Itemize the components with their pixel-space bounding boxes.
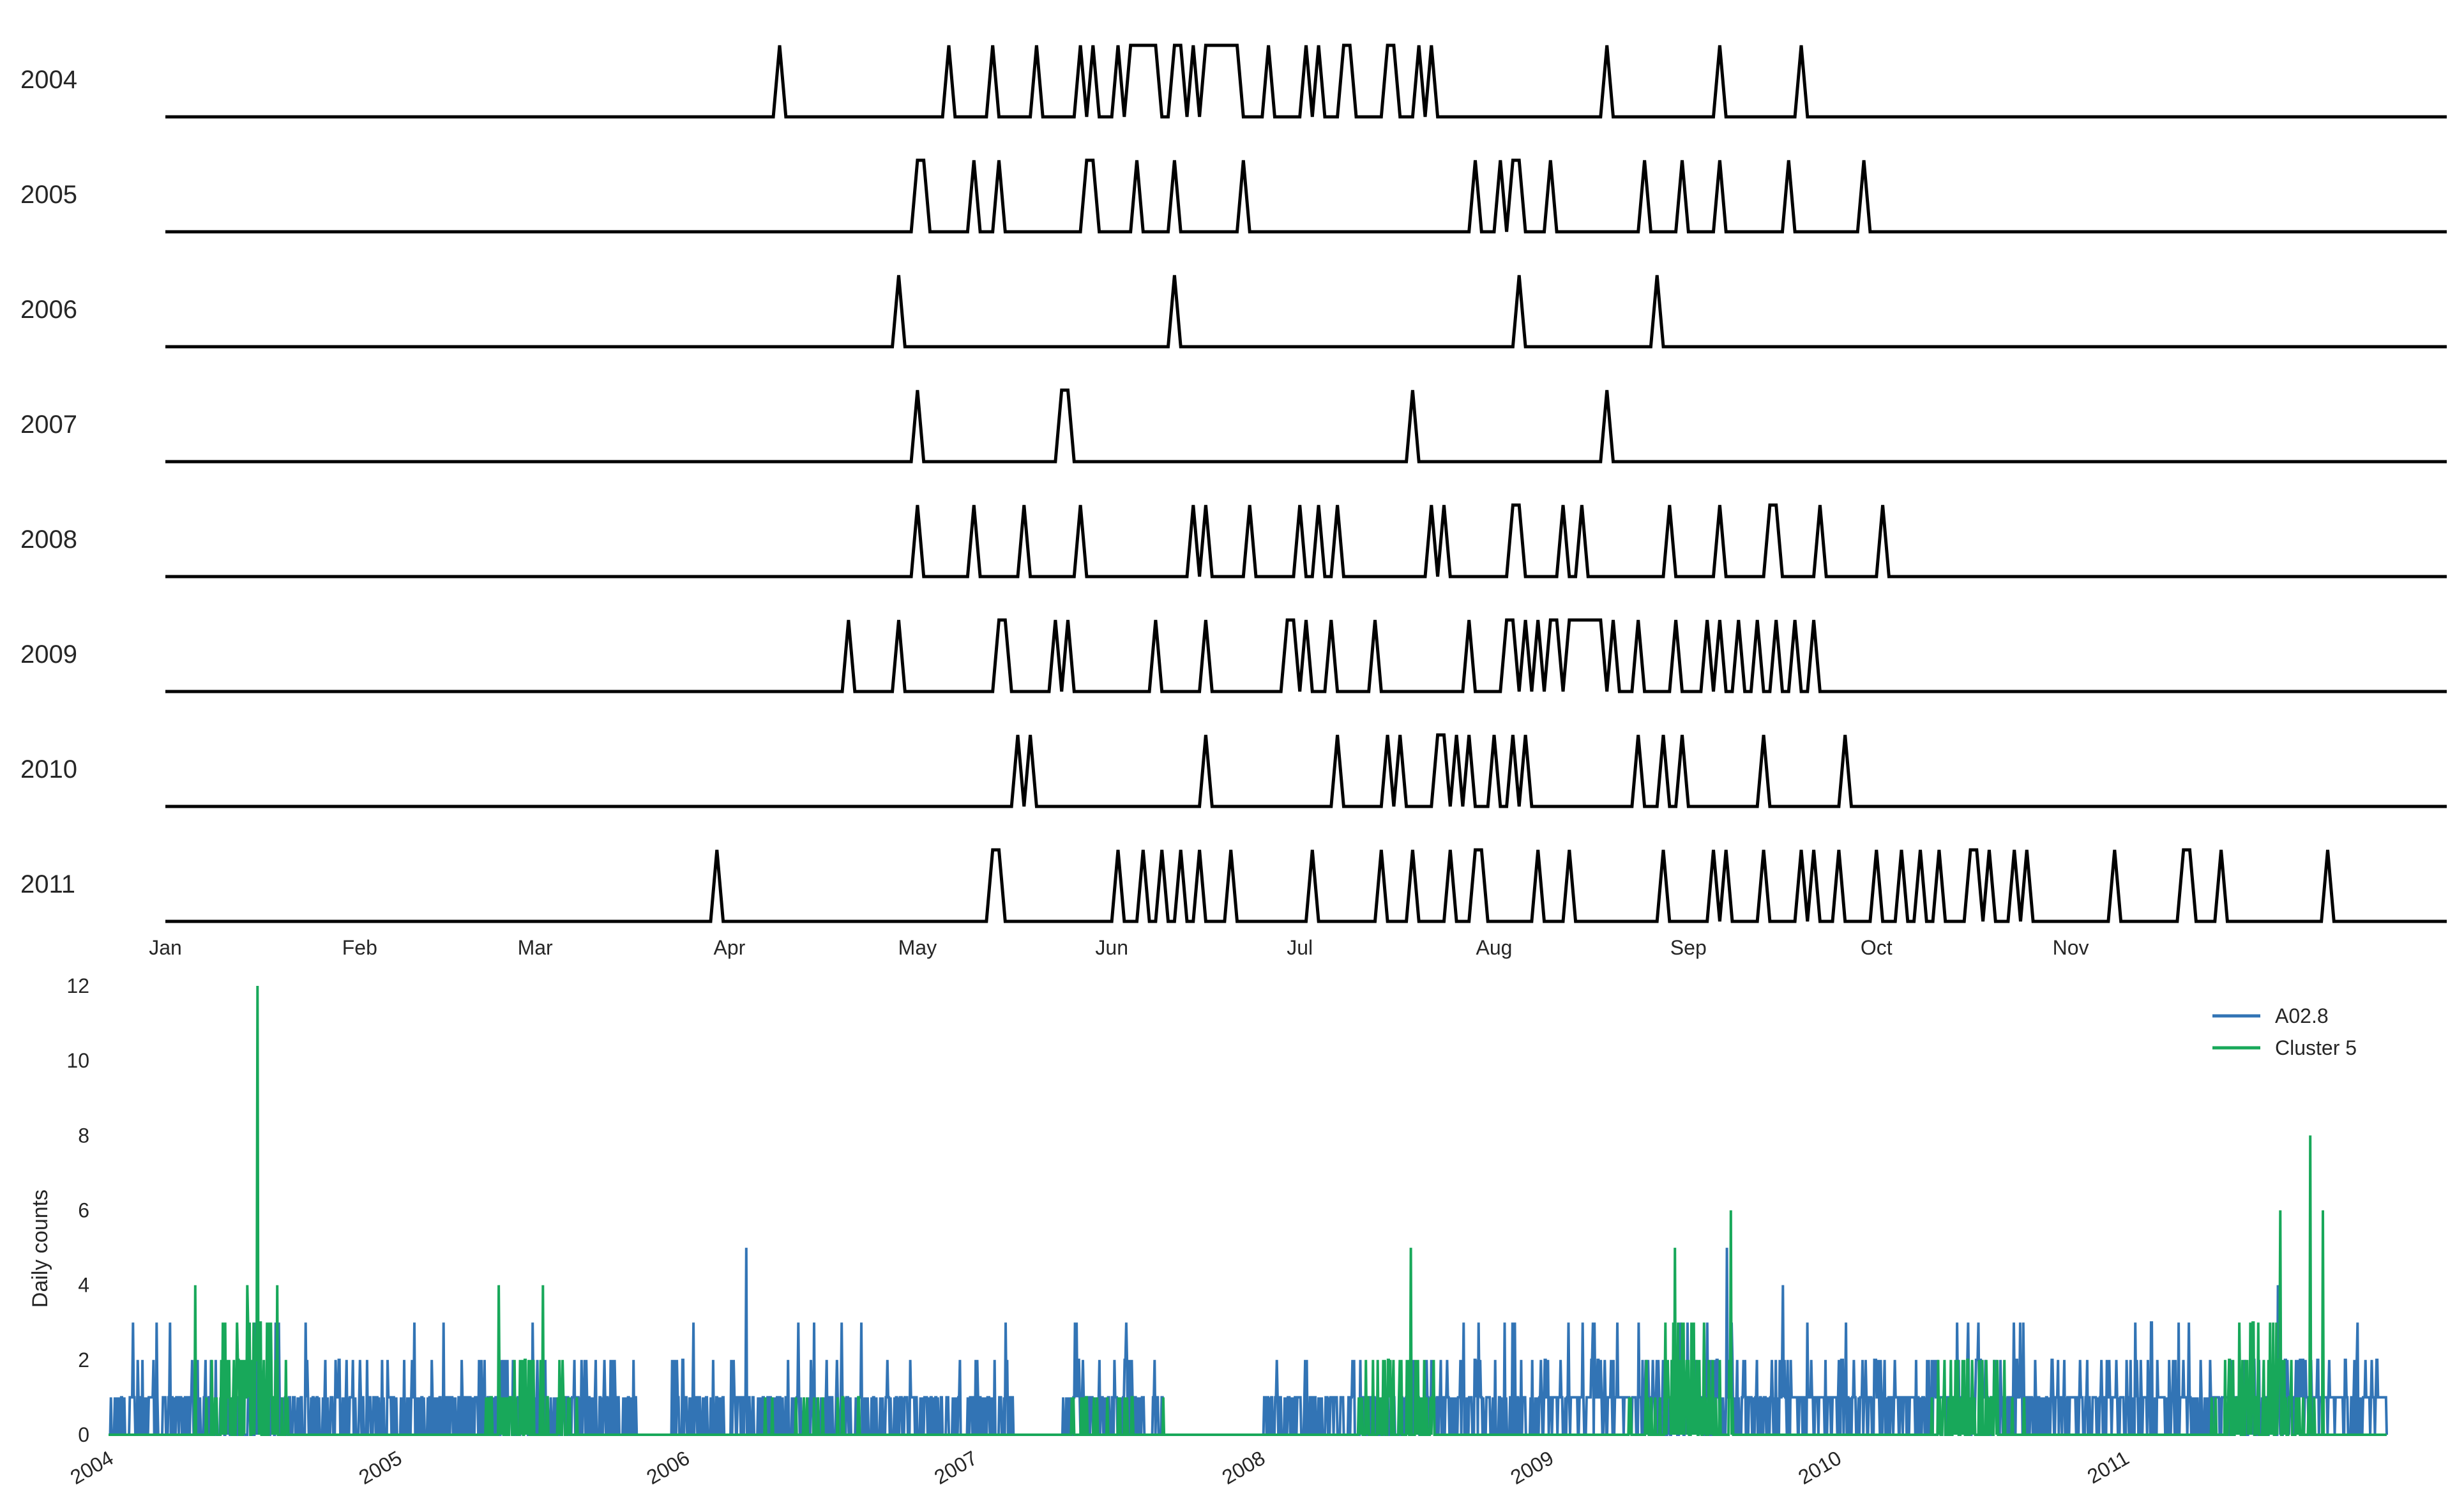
month-axis: Jan Feb Mar Apr May Jun Jul Aug Sep Oct Nov [149,936,2089,959]
year-row-2004: 2004 [20,43,2447,119]
x-tick-label: 2009 [1506,1446,1557,1489]
year-row-2005: 2005 [20,158,2447,234]
x-tick-label: 2004 [66,1446,117,1489]
month-tick-jun: Jun [1095,936,1128,959]
x-tick-label: 2007 [930,1446,981,1489]
y-tick-label: 4 [78,1274,89,1297]
month-tick-apr: Apr [714,936,746,959]
event-line-2009 [165,618,2447,693]
x-axis: 2004 2005 2006 2007 2008 2009 2010 2011 [66,1446,2133,1489]
yearly-event-timeline-chart: 2004 2005 2006 2007 2008 2009 2010 2011 Jan Feb Ma… [20,43,2447,959]
y-axis: 0 2 4 6 8 10 12 [66,974,89,1446]
year-label-2008: 2008 [20,526,77,554]
year-label-2010: 2010 [20,755,77,783]
series-line-a02-8 [109,1248,2388,1436]
x-tick-label: 2006 [642,1446,693,1489]
y-tick-label: 12 [66,974,89,997]
event-line-2011 [165,848,2447,923]
month-tick-aug: Aug [1476,936,1513,959]
y-tick-label: 10 [66,1049,89,1072]
event-line-2005 [165,158,2447,234]
event-line-2008 [165,503,2447,579]
month-tick-jul: Jul [1287,936,1313,959]
legend-entry-label: A02.8 [2275,1004,2329,1027]
series-line-cluster-5 [109,985,2387,1436]
event-line-2006 [165,275,2447,349]
event-line-2010 [165,733,2447,808]
month-tick-feb: Feb [342,936,377,959]
legend-entry-label: Cluster 5 [2275,1036,2357,1059]
month-tick-may: May [898,936,937,959]
y-axis-title: Daily counts [28,1190,52,1308]
x-tick-label: 2011 [2083,1446,2133,1488]
year-row-2006: 2006 [20,275,2447,349]
year-row-2011: 2011 [20,848,2447,923]
year-label-2009: 2009 [20,640,77,669]
y-tick-label: 2 [78,1349,89,1372]
month-tick-nov: Nov [2053,936,2089,959]
year-row-2009: 2009 [20,618,2447,693]
legend: A02.8 Cluster 5 [2212,1004,2357,1059]
year-row-2010: 2010 [20,733,2447,808]
year-label-2005: 2005 [20,181,77,209]
event-line-2007 [165,388,2447,464]
y-tick-label: 0 [78,1423,89,1446]
x-tick-label: 2008 [1218,1446,1269,1489]
event-line-2004 [165,43,2447,119]
year-label-2004: 2004 [20,66,77,94]
month-tick-oct: Oct [1861,936,1893,959]
month-tick-sep: Sep [1670,936,1707,959]
year-row-2007: 2007 [20,388,2447,464]
y-tick-label: 6 [78,1199,89,1222]
year-row-2008: 2008 [20,503,2447,579]
month-tick-mar: Mar [518,936,553,959]
year-label-2007: 2007 [20,411,77,439]
month-tick-jan: Jan [149,936,182,959]
year-label-2006: 2006 [20,296,77,324]
year-label-2011: 2011 [20,870,75,898]
y-tick-label: 8 [78,1124,89,1147]
x-tick-label: 2010 [1794,1446,1845,1489]
x-tick-label: 2005 [355,1446,406,1489]
